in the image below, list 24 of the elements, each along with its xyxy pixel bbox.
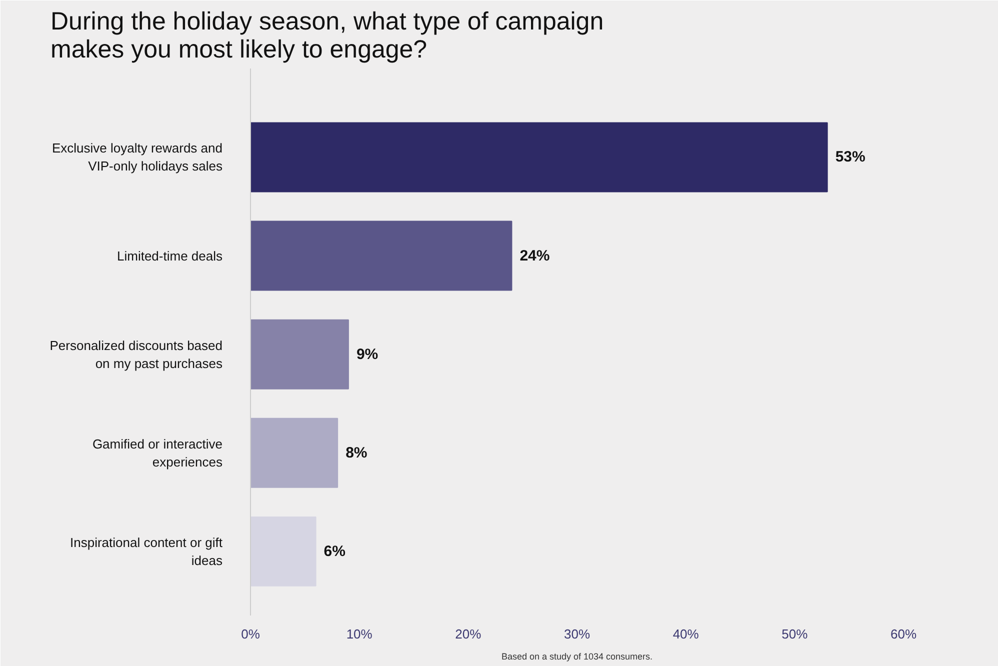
y-tick-label: Personalized discounts based on my past purchases [50, 338, 223, 371]
bar [250, 220, 512, 291]
x-tick-label: 50% [782, 626, 808, 642]
x-tick-label: 10% [346, 626, 373, 642]
y-tick-label: Inspirational content or gift ideas [70, 534, 223, 568]
x-tick-label: 20% [455, 626, 482, 642]
y-tick-label: Gamified or interactive experiences [92, 436, 223, 470]
x-tick-label: 30% [564, 626, 590, 642]
bar [250, 319, 349, 390]
x-tick-label: 60% [890, 626, 917, 642]
bar [250, 122, 828, 192]
x-tick-label: 0% [241, 626, 260, 642]
y-tick-label: Limited-time deals [117, 248, 223, 264]
data-label: 9% [356, 346, 378, 363]
data-label: 8% [346, 444, 368, 462]
data-label: 6% [324, 542, 346, 560]
bar [250, 418, 338, 488]
text: Based on a study of 1034 consumers. [501, 652, 653, 662]
data-label: 24% [520, 247, 550, 264]
chart-title: During the holiday season, what type of campaign makes you most likely to engage? [50, 8, 604, 64]
x-tick-label: 40% [672, 626, 700, 642]
data-label: 53% [835, 148, 866, 166]
bar [250, 516, 316, 586]
y-tick-label: Exclusive loyalty rewards and VIP-only holidays sales [52, 140, 223, 174]
